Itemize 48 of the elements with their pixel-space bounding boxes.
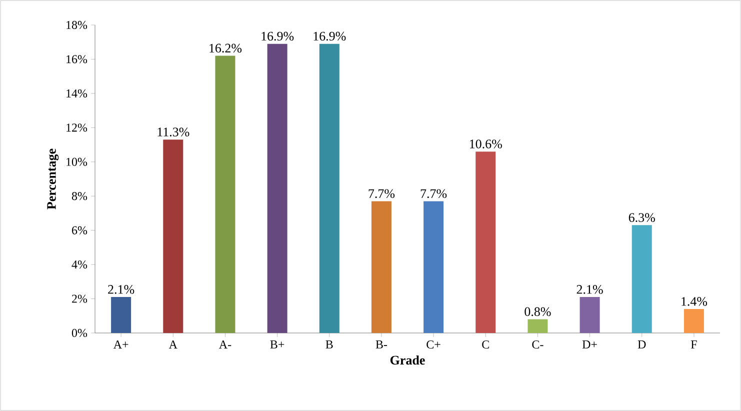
x-axis-title: Grade xyxy=(390,355,425,365)
bar xyxy=(267,44,288,333)
y-tick-label: 12% xyxy=(66,124,88,132)
bar xyxy=(528,319,548,333)
y-tick-label: 18% xyxy=(66,20,88,30)
bar xyxy=(111,297,132,333)
x-tick-label: D xyxy=(638,340,646,348)
bar xyxy=(424,201,444,333)
y-tick-label: 2% xyxy=(72,294,88,303)
data-label: 16.9% xyxy=(262,32,294,41)
bar xyxy=(371,201,392,333)
x-tick-label: A+ xyxy=(113,340,128,348)
data-label: 11.3% xyxy=(158,128,190,136)
data-label: 16.9% xyxy=(314,32,346,41)
y-tick-label: 10% xyxy=(66,158,88,166)
bar xyxy=(632,225,652,333)
y-tick-label: 4% xyxy=(72,260,88,269)
data-label: 1.4% xyxy=(682,297,708,306)
x-tick-label: B- xyxy=(376,340,388,348)
data-label: 2.1% xyxy=(108,285,134,294)
bar xyxy=(580,297,600,333)
y-tick-label: 6% xyxy=(72,226,88,234)
x-tick-label: C+ xyxy=(426,340,440,349)
bar xyxy=(476,152,496,333)
x-tick-label: F xyxy=(690,340,697,348)
bar xyxy=(163,140,184,333)
y-axis-title: Percentage xyxy=(47,148,59,210)
x-tick-label: D+ xyxy=(582,340,597,348)
y-tick-label: 8% xyxy=(72,192,88,200)
y-tick-label: 16% xyxy=(66,55,88,64)
bar xyxy=(319,44,340,333)
bar xyxy=(684,309,704,333)
x-tick-label: B+ xyxy=(270,340,284,348)
bar xyxy=(215,56,236,333)
x-tick-label: C- xyxy=(532,340,544,349)
x-tick-label: B xyxy=(326,340,333,348)
data-label: 6.3% xyxy=(628,213,655,222)
data-label: 7.7% xyxy=(420,189,447,198)
y-tick-label: 14% xyxy=(66,89,88,98)
data-label: 10.6% xyxy=(470,140,502,148)
y-tick-label: 0% xyxy=(72,328,88,338)
data-label: 16.2% xyxy=(210,44,242,53)
data-label: 7.7% xyxy=(368,189,395,198)
x-tick-label: A xyxy=(168,340,178,348)
data-label: 0.8% xyxy=(524,307,551,316)
data-label: 2.1% xyxy=(576,285,603,294)
x-tick-label: C xyxy=(482,340,489,349)
x-tick-label: A- xyxy=(218,340,232,348)
